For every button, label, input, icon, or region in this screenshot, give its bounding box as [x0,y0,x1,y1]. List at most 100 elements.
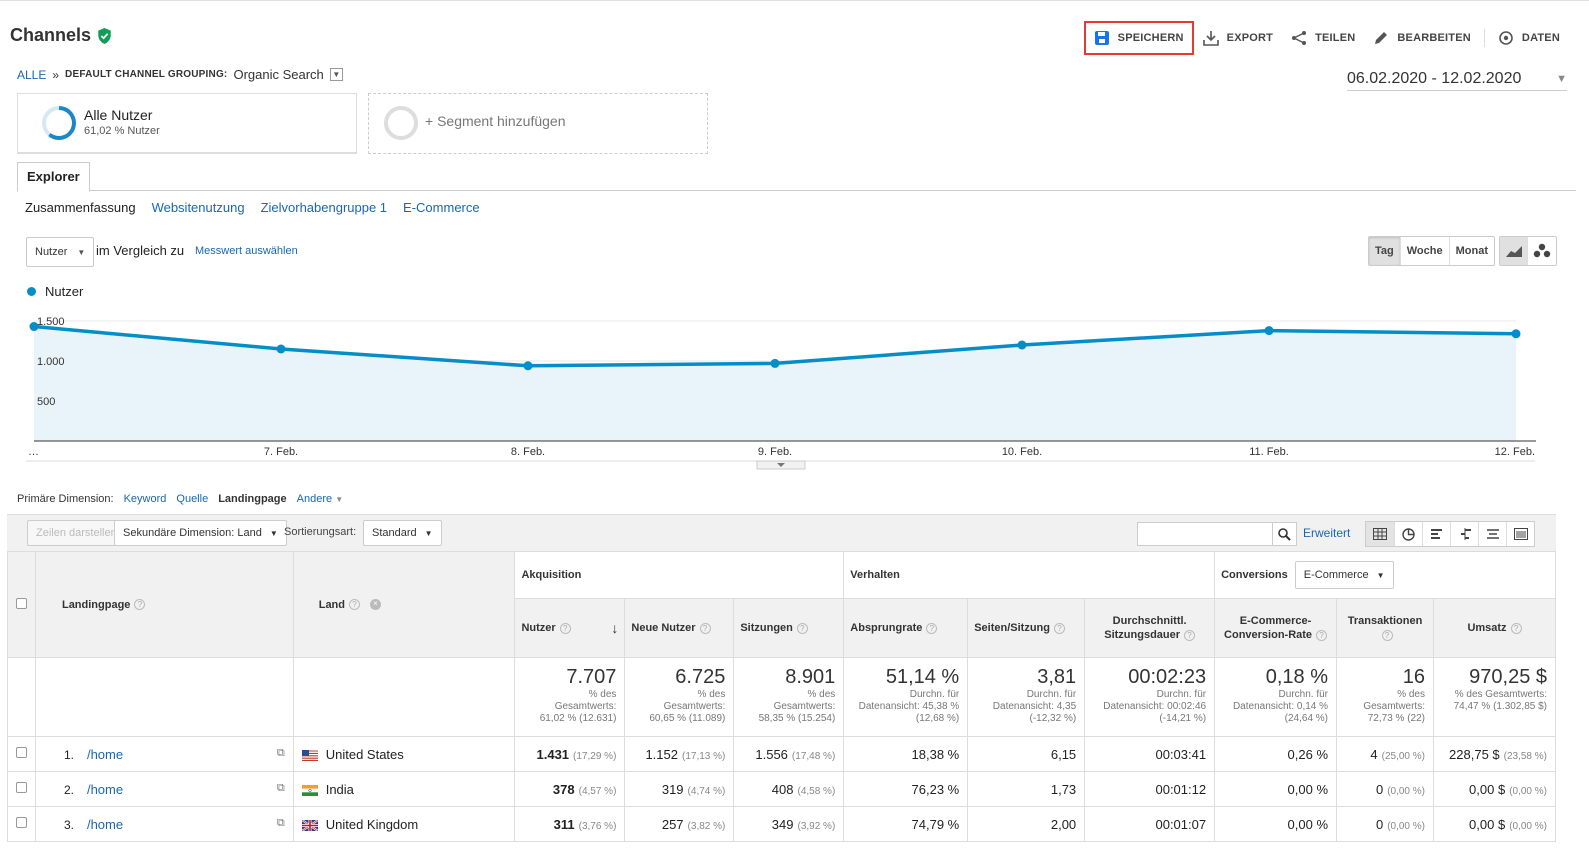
help-icon[interactable]: ? [699,622,711,634]
term-cloud-icon[interactable] [1478,522,1506,546]
report-toolbar: SPEICHERN EXPORT TEILEN BEARBEITEN DATEN [1083,21,1569,55]
help-icon[interactable]: ? [134,599,146,611]
dimension-landingpage[interactable]: Landingpage [218,493,287,505]
pivot-icon[interactable] [1506,522,1534,546]
plot-rows-button[interactable]: Zeilen darstellen [27,520,126,546]
metric-cell: 319 (4,74 %) [624,771,735,807]
table-search-input[interactable] [1137,522,1297,546]
open-external-icon[interactable]: ⧉ [276,781,285,794]
legend-label: Nutzer [45,284,84,299]
motion-chart-icon[interactable] [1528,237,1556,265]
tab-explorer[interactable]: Explorer [17,162,90,192]
breadcrumb-root[interactable]: ALLE [17,67,47,82]
data-button[interactable]: DATEN [1489,21,1569,55]
add-segment-label: + Segment hinzufügen [425,113,566,129]
subtab-summary[interactable]: Zusammenfassung [25,200,136,215]
totals-note: Durchn. für [909,689,960,700]
help-icon[interactable]: ? [926,622,938,634]
secondary-dimension-select[interactable]: Sekundäre Dimension: Land ▼ [114,520,287,546]
header-metric[interactable]: Seiten/Sitzung? [967,598,1086,658]
dimension-keyword[interactable]: Keyword [123,493,167,505]
period-month[interactable]: Monat [1448,237,1494,265]
sort-select[interactable]: Standard ▼ [363,520,442,546]
date-range-picker[interactable]: 06.02.2020 - 12.02.2020 ▼ [1347,67,1567,91]
edit-button[interactable]: BEARBEITEN [1364,21,1480,55]
header-land[interactable]: Land? × [292,551,516,658]
sort-value: Standard [372,527,417,539]
landingpage-link[interactable]: /home [86,816,124,832]
empty-ring-icon [384,106,418,140]
export-button[interactable]: EXPORT [1194,21,1282,55]
help-icon[interactable]: ? [559,622,571,634]
line-chart-icon[interactable] [1500,237,1528,265]
chevron-down-icon[interactable]: ▼ [329,68,343,81]
y-tick-label: 1.000 [37,356,65,368]
select-metric-link[interactable]: Messwert auswählen [195,245,298,257]
row-checkbox[interactable] [15,817,27,828]
select-all-cell [7,551,36,658]
period-week[interactable]: Woche [1399,237,1449,265]
data-point [1264,326,1274,336]
header-metric[interactable]: Transaktionen? [1336,598,1434,658]
metric-cell: 0,26 % [1214,736,1338,772]
help-icon[interactable]: ? [796,622,808,634]
add-segment-button[interactable]: + Segment hinzufügen [368,93,708,154]
subtab-goal-set[interactable]: Zielvorhabengruppe 1 [260,200,388,215]
landingpage-link[interactable]: /home [86,781,124,797]
performance-bars-icon[interactable] [1422,522,1450,546]
header-metric[interactable]: Umsatz? [1433,598,1556,658]
row-number: 3. [63,817,74,832]
metric-cell: 311 (3,76 %) [514,806,626,842]
header-metric[interactable]: Sitzungen? [733,598,845,658]
header-metric[interactable]: Durchschnittl. Sitzungsdauer? [1084,598,1216,658]
subtab-site-usage[interactable]: Websitenutzung [151,200,245,215]
share-button[interactable]: TEILEN [1282,21,1364,55]
breadcrumb-label: DEFAULT CHANNEL GROUPING: [65,69,228,80]
totals-cell: 970,25 $% des Gesamtwerts: 74,47 % (1.302… [1433,657,1556,737]
landingpage-link[interactable]: /home [86,746,124,762]
search-icon[interactable] [1272,523,1296,545]
sort-desc-icon[interactable]: ↓ [611,620,619,636]
totals-cell: 7.707% des Gesamtwerts: 61,02 % (12.631) [514,657,626,737]
help-icon[interactable]: ? [349,599,360,611]
conversion-type-select[interactable]: E-Commerce ▼ [1294,561,1394,589]
help-icon[interactable]: ? [1510,622,1522,634]
row-checkbox[interactable] [15,747,27,758]
country-flag-icon [301,817,326,832]
totals-note: 58,35 % (15.254) [758,713,836,724]
help-icon[interactable]: ? [1184,629,1196,641]
data-table-icon[interactable] [1366,522,1394,546]
subtab-ecommerce[interactable]: E-Commerce [403,200,480,215]
dimension-other[interactable]: Andere ▼ [296,493,344,505]
pie-chart-icon[interactable] [1394,522,1422,546]
country-name: India [325,781,354,797]
help-icon[interactable]: ? [1054,622,1065,634]
help-icon[interactable]: ? [1316,629,1328,641]
header-landingpage[interactable]: Landingpage? [34,551,294,658]
compare-label: im Vergleich zu [96,243,185,258]
save-button[interactable]: SPEICHERN [1083,21,1194,55]
help-icon[interactable]: ? [1381,629,1393,641]
comparison-icon[interactable] [1450,522,1478,546]
header-metric[interactable]: E-Commerce-Conversion-Rate? [1214,598,1338,658]
totals-note: % des [1397,689,1425,700]
header-metric[interactable]: Absprungrate? [843,598,969,658]
open-external-icon[interactable]: ⧉ [276,816,285,829]
metric-cell: 6,15 [967,736,1086,772]
totals-note: % des Gesamtwerts: [1454,689,1547,700]
advanced-filter-link[interactable]: Erweitert [1303,526,1351,540]
data-sync-icon [1499,31,1513,45]
explorer-subtabs: Zusammenfassung Websitenutzung Zielvorha… [25,200,480,215]
segment-all-users[interactable]: Alle Nutzer 61,02 % Nutzer [17,93,357,154]
page-title-wrap: Channels [10,25,112,46]
select-all-checkbox[interactable] [15,597,27,609]
metric-select[interactable]: Nutzer ▼ [26,237,95,267]
row-checkbox[interactable] [15,782,27,793]
metric-value: 2,00 [1050,816,1077,832]
header-metric[interactable]: Neue Nutzer? [624,598,735,658]
dimension-source[interactable]: Quelle [176,493,209,505]
period-day[interactable]: Tag [1369,237,1400,265]
remove-dimension-icon[interactable]: × [370,599,381,611]
header-metric[interactable]: Nutzer? ↓ [514,598,626,658]
open-external-icon[interactable]: ⧉ [276,746,285,759]
